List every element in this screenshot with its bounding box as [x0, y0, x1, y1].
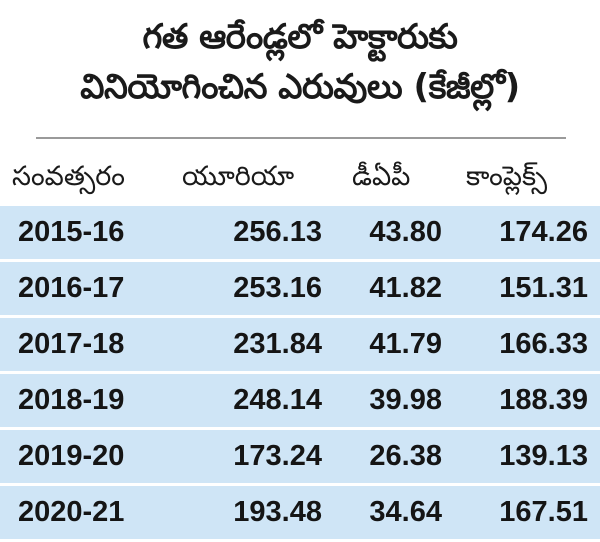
cell-complex: 188.39 [499, 384, 588, 416]
header-dap: డీఏపీ [352, 161, 411, 192]
header-urea: యూరియా [182, 161, 295, 192]
cell-year: 2018-19 [18, 384, 125, 416]
cell-dap: 43.80 [369, 216, 442, 248]
cell-complex: 167.51 [499, 496, 588, 528]
table-row: 2015-16 256.13 43.80 174.26 [0, 206, 600, 259]
header-year: సంవత్సరం [12, 161, 125, 192]
cell-dap: 39.98 [369, 384, 442, 416]
cell-complex: 166.33 [499, 328, 588, 360]
cell-dap: 41.82 [369, 272, 442, 304]
table-row: 2019-20 173.24 26.38 139.13 [0, 430, 600, 483]
cell-complex: 139.13 [499, 440, 588, 472]
cell-year: 2015-16 [18, 216, 125, 248]
cell-dap: 26.38 [369, 440, 442, 472]
cell-complex: 151.31 [499, 272, 588, 304]
data-table: 2015-16 256.13 43.80 174.26 2016-17 253.… [0, 206, 600, 542]
cell-year: 2016-17 [18, 272, 125, 304]
cell-year: 2020-21 [18, 496, 125, 528]
cell-urea: 256.13 [233, 216, 322, 248]
table-row: 2018-19 248.14 39.98 188.39 [0, 374, 600, 427]
title-line-2: వినియోగించిన ఎరువులు (కేజీల్లో) [80, 67, 520, 107]
cell-dap: 41.79 [369, 328, 442, 360]
header-complex: కాంప్లెక్స్ [466, 161, 548, 192]
table-header: సంవత్సరం యూరియా డీఏపీ కాంప్లెక్స్ [0, 152, 600, 202]
table-row: 2017-18 231.84 41.79 166.33 [0, 318, 600, 371]
cell-urea: 248.14 [233, 384, 322, 416]
table-row: 2016-17 253.16 41.82 151.31 [0, 262, 600, 315]
cell-urea: 173.24 [233, 440, 322, 472]
cell-urea: 193.48 [233, 496, 322, 528]
cell-year: 2019-20 [18, 440, 125, 472]
cell-urea: 253.16 [233, 272, 322, 304]
title-divider [36, 137, 566, 139]
cell-year: 2017-18 [18, 328, 125, 360]
cell-dap: 34.64 [369, 496, 442, 528]
cell-complex: 174.26 [499, 216, 588, 248]
table-row: 2020-21 193.48 34.64 167.51 [0, 486, 600, 539]
title-line-1: గత ఆరేండ్లలో హెక్టారుకు [142, 17, 458, 57]
cell-urea: 231.84 [233, 328, 322, 360]
